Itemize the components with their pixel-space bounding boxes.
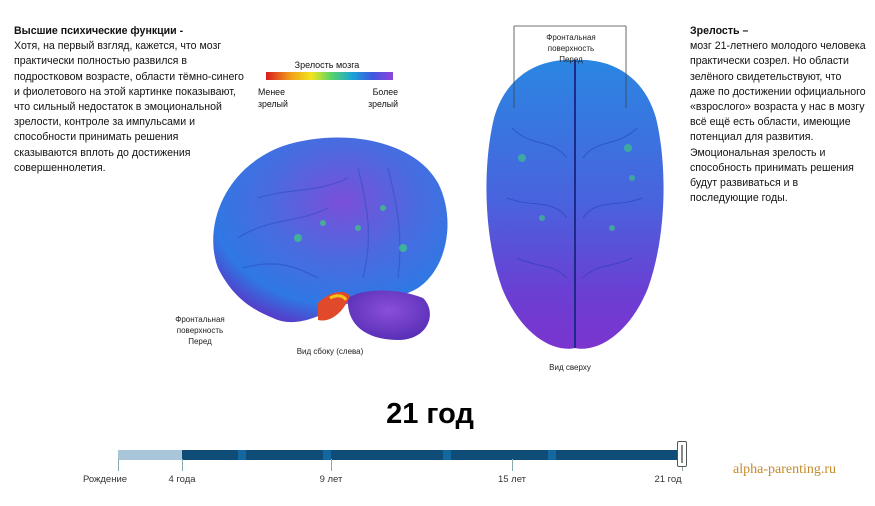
- timeline-tick: [512, 459, 513, 471]
- watermark-text: alpha-parenting.ru: [733, 462, 837, 477]
- timeline-remaining: [182, 450, 684, 460]
- left-description: Высшие психические функции - Хотя, на пе…: [14, 24, 244, 176]
- timeline-tick: [118, 459, 119, 471]
- timeline-tick: [331, 459, 332, 471]
- timeline-tick: [182, 459, 183, 471]
- legend-gradient-bar: [266, 72, 393, 80]
- legend-low-label: Менее зрелый: [258, 87, 288, 109]
- timeline-label-4[interactable]: 4 года: [168, 474, 196, 485]
- legend-high-label: Более зрелый: [368, 87, 398, 109]
- timeline-elapsed: [118, 450, 182, 460]
- right-description-body: мозг 21-летнего молодого человека практи…: [690, 40, 866, 205]
- timeline-slider-handle[interactable]: [677, 441, 687, 467]
- timeline-label-21[interactable]: 21 год: [654, 474, 682, 485]
- right-description-lead: Зрелость –: [690, 25, 749, 37]
- top-view-front-label: Фронтальная поверхность Перед: [546, 33, 596, 64]
- timeline-label-9[interactable]: 9 лет: [319, 474, 343, 485]
- right-description: Зрелость – мозг 21-летнего молодого чело…: [690, 24, 868, 206]
- top-view-caption: Вид сверху: [549, 363, 591, 372]
- timeline-segment: [443, 450, 451, 460]
- side-view-caption: Вид сбоку (слева): [296, 347, 364, 356]
- side-view-front-label: Фронтальная поверхность Перед: [175, 315, 225, 346]
- age-timeline-track[interactable]: [118, 450, 684, 460]
- timeline-label-15[interactable]: 15 лет: [497, 474, 527, 485]
- timeline-segment: [323, 450, 331, 460]
- left-description-lead: Высшие психические функции -: [14, 25, 184, 37]
- brain-top-view-image: [486, 25, 664, 349]
- legend-title: Зрелость мозга: [294, 60, 360, 70]
- timeline-label-birth[interactable]: Рождение: [82, 474, 128, 485]
- brain-side-view-image: [213, 137, 448, 340]
- timeline-segment: [548, 450, 556, 460]
- left-description-body: Хотя, на первый взгляд, кажется, что моз…: [14, 40, 244, 174]
- timeline-segment: [238, 450, 246, 460]
- age-title: 21 год: [386, 398, 474, 430]
